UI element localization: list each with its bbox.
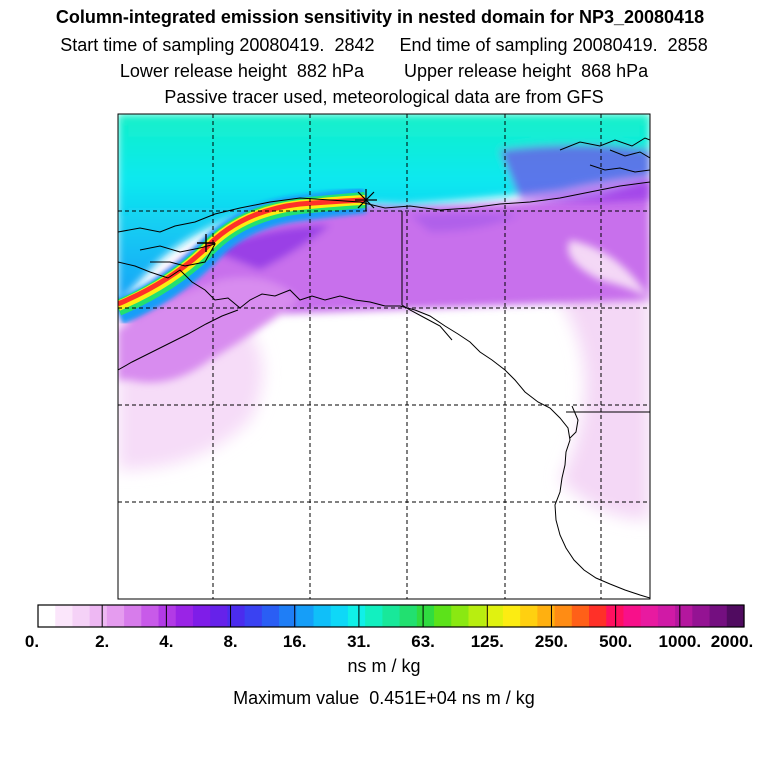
colorbar-cell <box>726 605 745 627</box>
map-frame <box>117 113 651 600</box>
colorbar-tick-label: 1000. <box>658 632 702 651</box>
colorbar-cell <box>296 605 315 627</box>
colorbar-cell <box>158 605 177 627</box>
colorbar-cell <box>347 605 366 627</box>
colorbar-frame <box>37 604 745 628</box>
colorbar-cell <box>124 605 142 627</box>
page-title: Column-integrated emission sensitivity i… <box>55 7 705 27</box>
colorbar-cell <box>38 605 56 627</box>
colorbar-tick-label: 2. <box>95 632 110 651</box>
colorbar-tick-label: 500. <box>599 632 633 651</box>
colorbar-cell <box>192 605 211 627</box>
colorbar-cell <box>244 605 263 627</box>
colorbar-cell <box>434 605 452 627</box>
lat-lon-grid <box>118 114 650 599</box>
colorbar-cell <box>330 605 349 627</box>
release-height-line: Lower release height 882 hPa Upper relea… <box>119 61 649 81</box>
colorbar-cell <box>175 605 194 627</box>
colorbar-tick-label: 63. <box>411 632 435 651</box>
colorbar-cell <box>485 605 504 627</box>
colorbar-cell <box>141 605 160 627</box>
colorbar-cell <box>520 605 538 627</box>
maximum-value-text: Maximum value 0.451E+04 ns m / kg <box>233 688 535 708</box>
colorbar-tick-label: 4. <box>159 632 174 651</box>
colorbar-tick-label: 16. <box>282 632 307 651</box>
plus-marker-icon <box>197 234 215 252</box>
colorbar-tick-label: 2000. <box>710 632 754 651</box>
colorbar-cell <box>623 605 642 627</box>
colorbar-cell <box>502 605 521 627</box>
colorbar-cell <box>416 605 435 627</box>
colorbar-cell <box>554 605 573 627</box>
plume-core <box>118 187 367 324</box>
colorbar-cell <box>279 605 297 627</box>
colorbar-cell <box>72 605 91 627</box>
colorbar-cell <box>675 605 693 627</box>
colorbar-cell <box>692 605 711 627</box>
colorbar-cell <box>313 605 332 627</box>
colorbar-cell <box>106 605 125 627</box>
tracer-info-line: Passive tracer used, meteorological data… <box>164 87 604 107</box>
colorbar-cell <box>382 605 401 627</box>
colorbar-cell <box>537 605 556 627</box>
colorbar-tick-label: 0. <box>24 632 40 651</box>
colorbar-cell <box>571 605 590 627</box>
colorbar-cell <box>589 605 607 627</box>
coastlines <box>118 137 650 599</box>
medium-sensitivity-region <box>118 180 650 383</box>
sampling-time-line: Start time of sampling 20080419. 2842 En… <box>60 35 708 55</box>
colorbar-cell <box>210 605 229 627</box>
colorbar-cell <box>657 605 676 627</box>
colorbar-cell <box>709 605 728 627</box>
colorbar-cell <box>55 605 74 627</box>
high-latitude-sensitivity <box>118 114 650 305</box>
colorbar-cell <box>399 605 418 627</box>
colorbar-cell <box>468 605 487 627</box>
colorbar-tick-label: 250. <box>534 632 568 651</box>
political-borders <box>401 211 650 413</box>
colorbar-units: ns m / kg <box>347 656 421 676</box>
colorbar-cell <box>227 605 246 627</box>
colorbar-cell <box>89 605 108 627</box>
colorbar-cell <box>365 605 383 627</box>
colorbar-tick-label: 125. <box>470 632 504 651</box>
release-point-star-icon <box>355 189 377 211</box>
colorbar-tick-label: 31. <box>347 632 371 651</box>
colorbar-cell <box>640 605 659 627</box>
colorbar-cell <box>261 605 280 627</box>
colorbar-tick-label: 8. <box>223 632 238 651</box>
colorbar-cell <box>451 605 470 627</box>
